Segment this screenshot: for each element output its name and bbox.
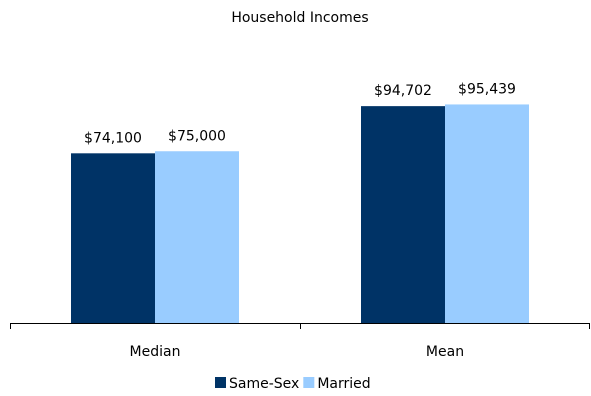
chart-title: Household Incomes xyxy=(231,10,368,26)
bar xyxy=(71,153,155,323)
value-label: $95,439 xyxy=(458,81,516,97)
legend-label: Married xyxy=(317,376,370,392)
legend-swatch xyxy=(303,377,315,388)
x-tick-label: Median xyxy=(130,344,181,360)
bar xyxy=(445,104,529,323)
bar xyxy=(155,151,239,323)
legend-swatch xyxy=(215,377,226,388)
value-label: $94,702 xyxy=(374,83,432,99)
value-label: $74,100 xyxy=(84,130,142,146)
value-label: $75,000 xyxy=(168,128,226,144)
x-tick-label: Mean xyxy=(426,344,464,360)
bar xyxy=(361,106,445,324)
legend-label: Same-Sex xyxy=(229,376,299,392)
